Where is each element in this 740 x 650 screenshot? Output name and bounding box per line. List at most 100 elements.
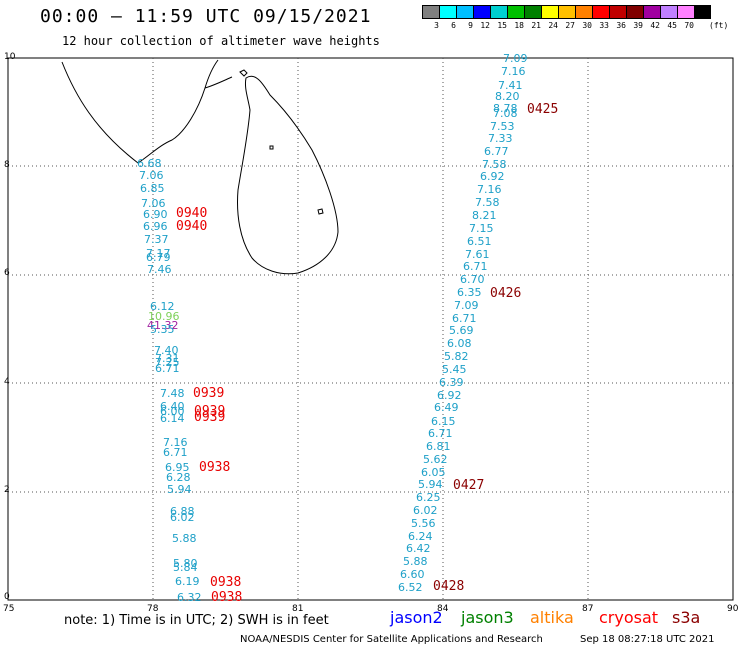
- page-title: 00:00 – 11:59 UTC 09/15/2021: [40, 6, 372, 27]
- wave-height-value: 6.08: [447, 337, 472, 350]
- wave-height-value: 6.96: [143, 220, 168, 233]
- wave-height-value: 5.35: [150, 323, 175, 336]
- wave-height-value: 6.05: [421, 466, 446, 479]
- x-tick-label: 78: [147, 604, 159, 614]
- wave-height-value: 6.71: [463, 260, 488, 273]
- legend-s3a: s3a: [672, 608, 701, 627]
- color-swatch: [422, 5, 439, 19]
- color-swatch: [439, 5, 456, 19]
- wave-height-value: 6.71: [163, 446, 188, 459]
- wave-height-value: 6.15: [431, 415, 456, 428]
- wave-height-value: 6.49: [434, 401, 459, 414]
- wave-height-value: 5.88: [403, 555, 428, 568]
- color-scale-bar: [422, 5, 711, 19]
- wave-height-value: 5.62: [423, 453, 448, 466]
- wave-height-value: 6.70: [460, 273, 485, 286]
- color-swatch: [558, 5, 575, 19]
- plot-frame: [7, 57, 734, 601]
- color-swatch: [677, 5, 694, 19]
- y-tick-label: 10: [4, 52, 16, 62]
- color-swatch: [643, 5, 660, 19]
- pass-time-label: 0940: [176, 219, 208, 234]
- color-swatch: [541, 5, 558, 19]
- color-scale-label: 45: [667, 21, 677, 30]
- pass-time-label: 0940: [176, 206, 208, 221]
- wave-height-value: 6.32: [177, 591, 202, 604]
- wave-height-value: 6.92: [437, 389, 462, 402]
- wave-height-value: 6.88: [170, 505, 195, 518]
- pass-time-label: 0426: [490, 286, 522, 301]
- color-swatch: [609, 5, 626, 19]
- color-swatch: [490, 5, 507, 19]
- wave-height-value: 5.94: [418, 478, 443, 491]
- wave-height-value: 6.42: [406, 542, 431, 555]
- color-scale-label: 6: [451, 21, 456, 30]
- wave-height-value: 5.45: [442, 363, 467, 376]
- wave-height-value: 7.33: [488, 132, 513, 145]
- color-swatch: [592, 5, 609, 19]
- wave-height-value: 7.31: [155, 352, 180, 365]
- wave-height-value: 8.21: [472, 209, 497, 222]
- wave-height-value: 6.77: [484, 145, 509, 158]
- footer-timestamp: Sep 18 08:27:18 UTC 2021: [580, 634, 715, 645]
- color-scale-label: 24: [548, 21, 558, 30]
- india-coastline: [61, 59, 233, 164]
- footer-agency: NOAA/NESDIS Center for Satellite Applica…: [240, 634, 543, 645]
- wave-height-value: 6.40: [160, 400, 185, 413]
- wave-height-value: 7.09: [503, 52, 528, 65]
- wave-height-value: 7.53: [490, 120, 515, 133]
- pass-time-label: 0938: [199, 460, 231, 475]
- sri-lanka-coastline: [237, 75, 339, 275]
- color-scale-label: 21: [531, 21, 541, 30]
- wave-height-value: 5.88: [172, 532, 197, 545]
- wave-height-value: 6.19: [175, 575, 200, 588]
- color-scale-label: 12: [480, 21, 490, 30]
- wave-height-value: 7.37: [144, 233, 169, 246]
- wave-height-value: 10.96: [148, 310, 180, 323]
- wave-height-value: 6.52: [398, 581, 423, 594]
- color-scale-label: 36: [616, 21, 626, 30]
- wave-height-value: 7.58: [482, 158, 507, 171]
- wave-height-value: 41.32: [147, 319, 179, 332]
- wave-height-value: 7.06: [141, 197, 166, 210]
- pass-time-label: 0938: [211, 590, 243, 605]
- color-scale-label: 3: [434, 21, 439, 30]
- x-tick-label: 75: [3, 604, 15, 614]
- color-scale-label: 42: [650, 21, 660, 30]
- wave-height-value: 6.71: [452, 312, 477, 325]
- grid-lines: [8, 58, 733, 600]
- x-tick-label: 87: [582, 604, 594, 614]
- wave-height-value: 6.25: [416, 491, 441, 504]
- pass-time-label: 0939: [194, 404, 226, 419]
- wave-height-value: 5.69: [449, 324, 474, 337]
- wave-height-value: 5.56: [411, 517, 436, 530]
- legend-altika: altika: [530, 608, 574, 627]
- color-scale-label: 9: [468, 21, 473, 30]
- wave-height-value: 6.92: [480, 170, 505, 183]
- wave-height-value: 6.12: [150, 300, 175, 313]
- wave-height-value: 6.68: [137, 157, 162, 170]
- footnote: note: 1) Time is in UTC; 2) SWH is in fe…: [64, 613, 329, 628]
- wave-height-value: 5.80: [173, 557, 198, 570]
- wave-height-value: 7.09: [454, 299, 479, 312]
- wave-height-value: 6.51: [467, 235, 492, 248]
- color-swatch: [507, 5, 524, 19]
- wave-height-value: 7.06: [139, 169, 164, 182]
- legend-jason2: jason2: [390, 608, 443, 627]
- wave-height-value: 7.46: [147, 263, 172, 276]
- color-swatch: [456, 5, 473, 19]
- wave-height-value: 7.41: [498, 79, 523, 92]
- pass-time-label: 0428: [433, 579, 465, 594]
- legend-cryosat: cryosat: [599, 608, 659, 627]
- wave-height-value: 6.39: [439, 376, 464, 389]
- wave-height-value: 6.35: [457, 286, 482, 299]
- y-tick-label: 6: [4, 268, 10, 278]
- color-scale-label: 33: [599, 21, 609, 30]
- wave-height-value: 7.61: [465, 248, 490, 261]
- color-swatch: [626, 5, 643, 19]
- y-tick-label: 2: [4, 485, 10, 495]
- color-scale-label: 39: [633, 21, 643, 30]
- wave-height-value: 7.16: [477, 183, 502, 196]
